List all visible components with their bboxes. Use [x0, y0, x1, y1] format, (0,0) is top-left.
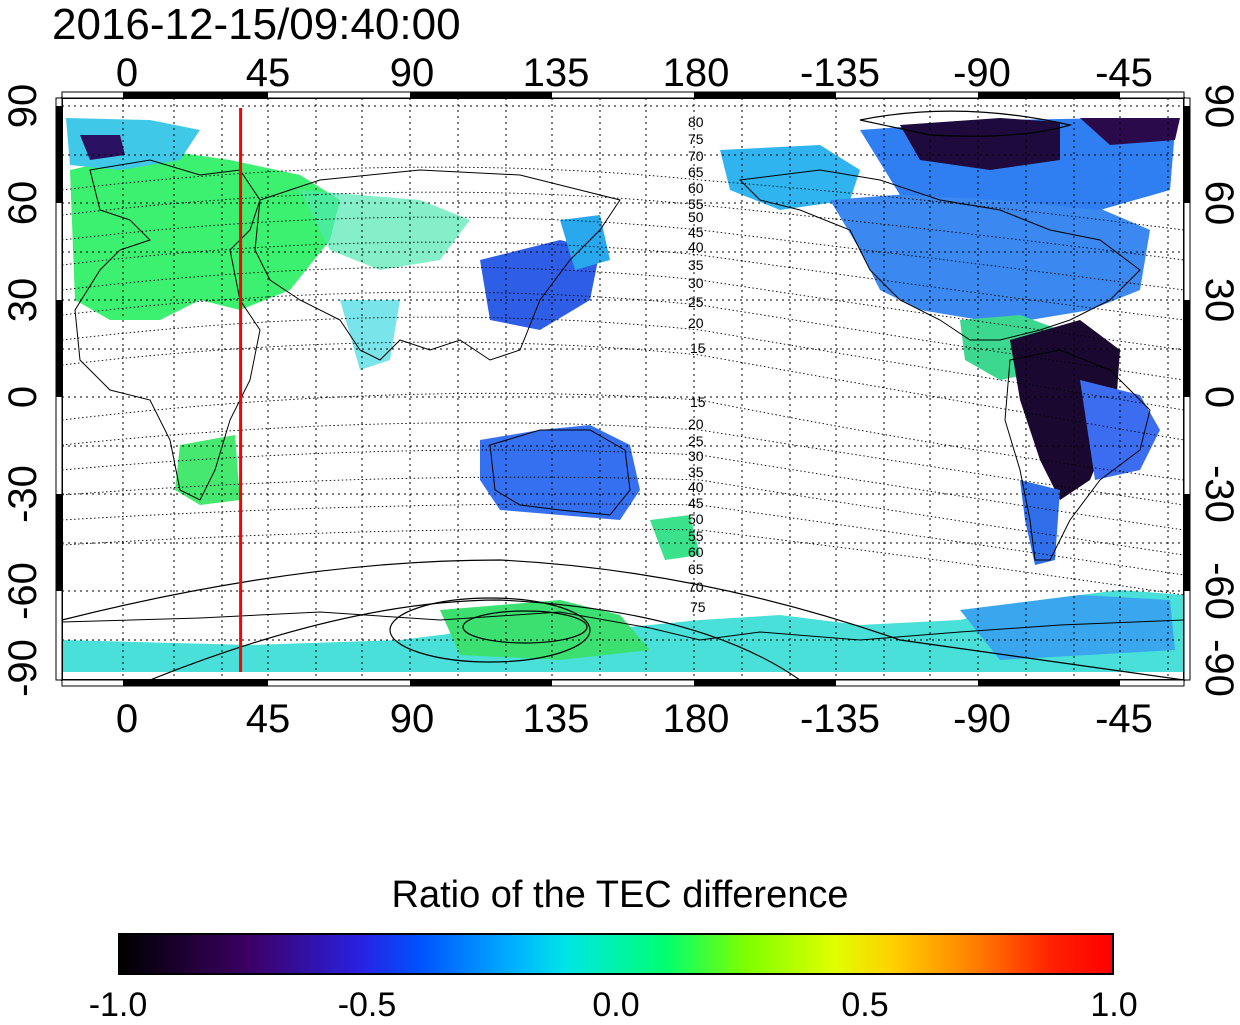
contour-label: 65 [688, 164, 704, 180]
data-patch-north-america [830, 190, 1150, 320]
contour-label: 15 [690, 340, 706, 356]
contour-label: 50 [688, 511, 704, 527]
contour-label: 30 [688, 275, 704, 291]
data-patch-patagonia [1020, 480, 1060, 565]
lat-tick-right: 90 [1197, 84, 1240, 129]
contour-label: 40 [688, 239, 704, 255]
data-patch-arctic-canada-dark [900, 118, 1060, 170]
contour-label: 35 [688, 464, 704, 480]
contour-label: 75 [688, 131, 704, 147]
lon-tick-top: 45 [246, 51, 291, 95]
lat-ticks-right: 90 60 30 0 -30 -60 -90 [1197, 84, 1240, 697]
data-patch-europe [70, 150, 340, 320]
contour-label: 15 [690, 394, 706, 410]
lon-tick-top: 0 [116, 51, 138, 95]
contour-label: 40 [688, 479, 704, 495]
lon-tick-bottom: 90 [390, 697, 435, 741]
lon-tick-top: -90 [953, 51, 1011, 95]
contour-label: 45 [688, 224, 704, 240]
lon-tick-top: 135 [523, 51, 590, 95]
contour-label: 25 [688, 294, 704, 310]
data-patch-antarctica-green [440, 600, 650, 660]
coast-antarctica [62, 611, 1184, 641]
lat-tick-left: 90 [1, 84, 45, 129]
lon-tick-bottom: 180 [663, 697, 730, 741]
contour-label: 75 [690, 599, 706, 615]
colorbar-title: Ratio of the TEC difference [391, 874, 849, 916]
contour-label: 25 [688, 433, 704, 449]
coast-australia [489, 429, 631, 516]
lon-tick-bottom: 135 [523, 697, 590, 741]
lat-tick-right: 30 [1197, 278, 1240, 323]
lat-tick-right: 60 [1197, 181, 1240, 226]
coast-south-america [1004, 349, 1151, 561]
lat-tick-right: 0 [1197, 386, 1240, 408]
map-timestamp-title: 2016-12-15/09:40:00 [52, 0, 461, 49]
lon-tick-bottom: -135 [800, 697, 880, 741]
coastlines [62, 159, 1184, 641]
lat-tick-left: -30 [1, 465, 45, 523]
lat-tick-left: 60 [1, 181, 45, 226]
lon-ticks-bottom: 0 45 90 135 180 -135 -90 -45 [116, 697, 1153, 741]
solid-contours [62, 110, 1184, 680]
contour-labels-north: 80 75 70 65 60 55 50 45 40 35 30 25 20 1… [688, 114, 706, 356]
lat-tick-left: -60 [1, 562, 45, 620]
lat-tick-left: 0 [1, 386, 45, 408]
contour-label: 65 [688, 561, 704, 577]
colorbar-tick-label: -0.5 [337, 986, 397, 1024]
border-strips [55, 91, 1191, 687]
data-patch-asia [300, 190, 470, 270]
lon-tick-bottom: 0 [116, 697, 138, 741]
lat-tick-right: -30 [1197, 465, 1240, 523]
lon-ticks-top: 0 45 90 135 180 -135 -90 -45 [116, 51, 1153, 95]
data-patch-greenland-dark [1080, 118, 1180, 145]
contour-label: 20 [688, 416, 704, 432]
tec-ratio-map: 0 45 90 135 180 -135 -90 -45 0 45 90 135… [1, 51, 1240, 741]
contour-label: 70 [688, 579, 704, 595]
lon-tick-bottom: -90 [953, 697, 1011, 741]
data-patch-japan [560, 215, 610, 270]
lon-tick-top: 90 [390, 51, 435, 95]
data-patch-east-asia [480, 240, 600, 330]
colorbar-tick-label: 0.0 [592, 986, 640, 1024]
contour-label: 80 [688, 114, 704, 130]
colorbar-tick-label: 0.5 [841, 986, 889, 1024]
contour-label: 50 [688, 209, 704, 225]
coast-asia [254, 169, 621, 361]
lat-tick-left: -90 [1, 639, 45, 697]
lon-tick-top: 180 [663, 51, 730, 95]
data-patch-india [340, 300, 400, 370]
coast-north-america [738, 169, 1141, 341]
lon-tick-bottom: 45 [246, 697, 291, 741]
data-patch-australia [480, 425, 640, 520]
contour-label: 55 [688, 528, 704, 544]
colorbar [118, 933, 1114, 975]
lon-tick-bottom: -45 [1095, 697, 1153, 741]
contour-label: 30 [688, 448, 704, 464]
contour-label: 35 [688, 257, 704, 273]
contour-lines [62, 166, 1184, 596]
lat-ticks-left: 90 60 30 0 -30 -60 -90 [1, 84, 45, 697]
data-patch-antarctica-east [960, 595, 1175, 660]
data-patch-nz [650, 515, 700, 560]
colorbar-tick-label: 1.0 [1090, 986, 1138, 1024]
contour-label: 55 [688, 196, 704, 212]
contour-label: 60 [688, 544, 704, 560]
contour-label: 60 [688, 180, 704, 196]
contour-label: 20 [688, 315, 704, 331]
contour-label: 45 [688, 495, 704, 511]
lon-tick-top: -45 [1095, 51, 1153, 95]
lat-tick-right: -60 [1197, 562, 1240, 620]
data-patch-south-africa [175, 435, 240, 505]
colorbar-tick-label: -1.0 [88, 986, 148, 1024]
lon-tick-top: -135 [800, 51, 880, 95]
lat-tick-left: 30 [1, 278, 45, 323]
lat-tick-right: -90 [1197, 639, 1240, 697]
contour-label: 70 [688, 148, 704, 164]
contour-labels-south: 15 20 25 30 35 40 45 50 55 60 65 70 75 [688, 394, 706, 615]
data-patch-arctic-dark [80, 135, 125, 160]
